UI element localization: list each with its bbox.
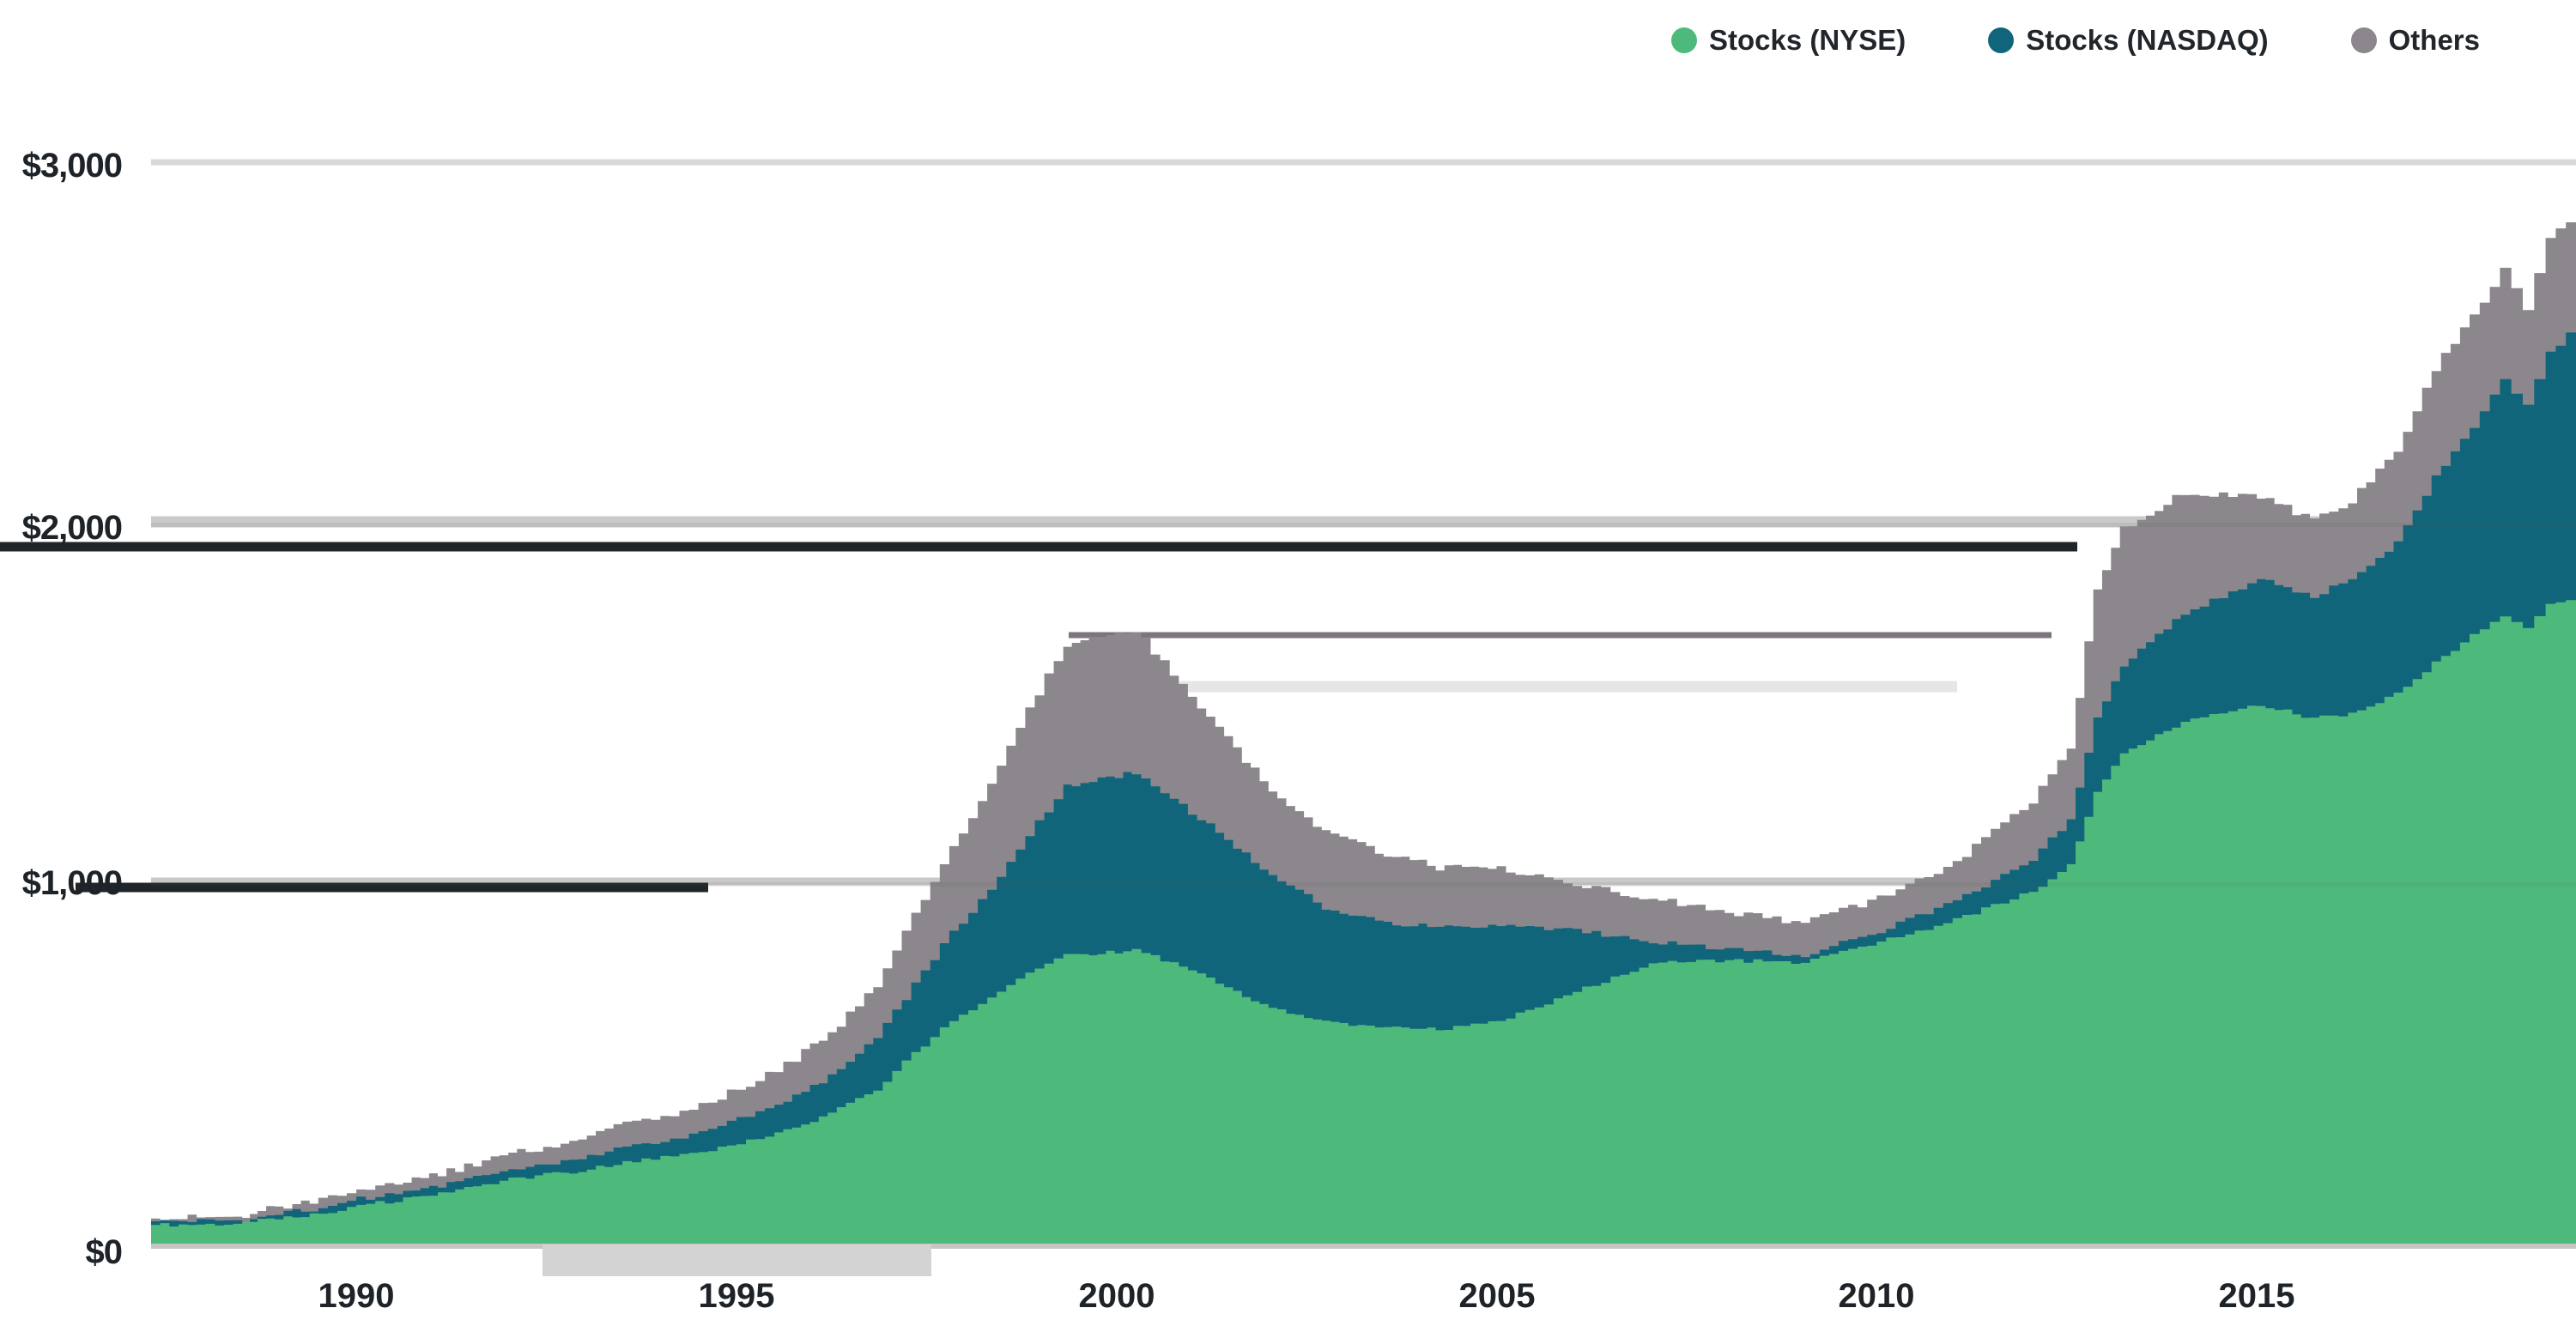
x-axis-line: [151, 1243, 2576, 1249]
legend-label-teal: Stocks (NASDAQ): [2026, 24, 2269, 56]
legend-label-green: Stocks (NYSE): [1709, 24, 1906, 56]
legend-label-gray: Others: [2388, 24, 2480, 56]
gray-series-dot-icon: [2350, 27, 2377, 53]
x-axis-tick-1995: 1995: [698, 1277, 775, 1315]
gridline-3000: [151, 159, 2576, 166]
x-axis-highlight-band[interactable]: [542, 1244, 931, 1276]
peak-recovery-gray: [1069, 632, 2052, 639]
y-axis-tick-1000: $1,000: [21, 864, 123, 902]
peak-recovery-light: [1077, 681, 1957, 693]
gridline-overlay-2000: [151, 523, 2576, 527]
y-axis-tick-2000: $2,000: [21, 509, 123, 547]
x-axis-tick-2005: 2005: [1458, 1277, 1536, 1315]
x-axis-tick-2015: 2015: [2218, 1277, 2295, 1315]
green-series-dot-icon: [1671, 27, 1698, 53]
y-axis-tick-0: $0: [85, 1233, 124, 1271]
x-axis-tick-2000: 2000: [1078, 1277, 1155, 1315]
area-series-stocks-nyse-: [151, 596, 2576, 1244]
teal-series-dot-icon: [1988, 27, 2015, 53]
legend-item-green[interactable]: Stocks (NYSE): [1671, 24, 1906, 57]
legend-item-gray[interactable]: Others: [2350, 24, 2480, 57]
gridline-2000: [151, 516, 2576, 528]
level-line-2000-dark: [0, 542, 2077, 552]
chart-legend: Stocks (NYSE) Stocks (NASDAQ) Others: [1671, 24, 2480, 57]
legend-item-teal[interactable]: Stocks (NASDAQ): [1988, 24, 2269, 57]
y-axis-tick-3000: $3,000: [21, 147, 123, 185]
level-line-1000-dark: [76, 882, 708, 893]
gridline-overlay-1000: [151, 882, 2576, 887]
x-axis-tick-2010: 2010: [1838, 1277, 1915, 1315]
x-axis-tick-1990: 1990: [318, 1277, 395, 1315]
